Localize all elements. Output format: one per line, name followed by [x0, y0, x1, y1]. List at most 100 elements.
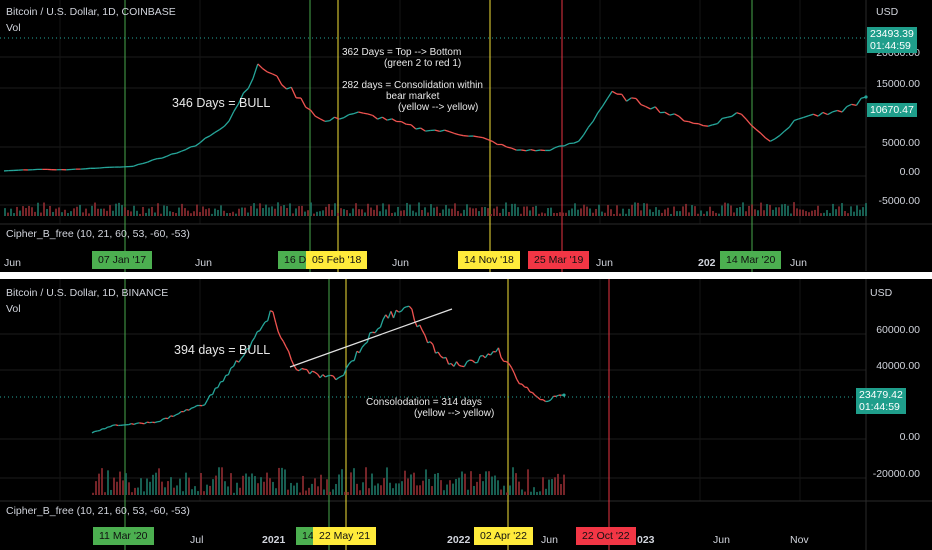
price-segment	[597, 105, 604, 114]
price-segment	[166, 153, 172, 157]
volume-bar	[425, 469, 427, 495]
price-segment	[765, 137, 771, 142]
price-segment	[286, 86, 292, 90]
volume-bar	[421, 209, 423, 216]
price-segment	[261, 321, 266, 327]
volume-bar	[316, 211, 318, 216]
price-segment	[195, 141, 201, 147]
volume-bar	[317, 486, 319, 495]
y-tick: 5000.00	[882, 137, 920, 149]
volume-bar	[835, 209, 837, 216]
bottom-chart-canvas[interactable]	[0, 279, 932, 550]
price-segment	[171, 152, 177, 155]
price-segment	[846, 103, 852, 108]
volume-bar	[293, 485, 295, 495]
volume-bar	[865, 203, 867, 216]
price-segment	[94, 430, 98, 433]
price-segment	[97, 429, 100, 432]
volume-bar	[496, 206, 498, 216]
price-segment	[532, 392, 536, 396]
price-segment	[162, 417, 166, 420]
volume-bar	[256, 208, 258, 216]
price-segment	[391, 118, 398, 123]
volume-bar	[536, 491, 538, 495]
price-segment	[348, 360, 353, 365]
volume-bar	[302, 475, 304, 495]
volume-bar	[361, 209, 363, 216]
volume-bar	[377, 483, 379, 495]
price-segment	[300, 97, 307, 108]
volume-bar	[838, 206, 840, 216]
price-segment	[395, 309, 400, 313]
price-segment	[444, 129, 450, 133]
top-chart-panel[interactable]: Bitcoin / U.S. Dollar, 1D, COINBASE Vol …	[0, 0, 932, 272]
price-segment	[343, 114, 350, 119]
volume-bar	[431, 486, 433, 495]
price-segment	[290, 359, 295, 366]
price-segment	[274, 321, 279, 332]
volume-bar	[530, 491, 532, 495]
price-segment	[372, 114, 378, 120]
top-chart-canvas[interactable]	[0, 0, 932, 272]
price-segment	[144, 421, 148, 425]
volume-bar	[494, 475, 496, 495]
volume-bar	[130, 211, 132, 216]
volume-bar	[563, 474, 565, 495]
volume-bar	[209, 485, 211, 495]
indicator-label[interactable]: Cipher_B_free (10, 21, 60, 53, -60, -53)	[6, 228, 190, 240]
date-badge-yellow: 22 May '21	[313, 527, 377, 545]
volume-bar	[532, 206, 534, 216]
volume-bar	[344, 491, 346, 495]
volume-bar	[502, 208, 504, 216]
volume-bar	[727, 203, 729, 216]
price-segment	[798, 116, 804, 120]
volume-bar	[199, 212, 201, 216]
volume-bar	[124, 207, 126, 216]
volume-bar	[467, 489, 469, 495]
price-segment	[440, 355, 444, 359]
volume-bar	[661, 212, 663, 216]
volume-bar	[131, 492, 133, 495]
x-tick: Nov	[790, 534, 809, 546]
volume-bar	[448, 208, 450, 216]
price-segment	[235, 360, 240, 363]
volume-bar	[488, 471, 490, 495]
price-segment	[330, 374, 334, 377]
indicator-label[interactable]: Cipher_B_free (10, 21, 60, 53, -60, -53)	[6, 505, 190, 517]
price-segment	[339, 116, 345, 120]
volume-bar	[356, 483, 358, 495]
volume-bar	[313, 213, 315, 216]
volume-bar	[817, 205, 819, 216]
volume-bar	[571, 208, 573, 216]
annotation-top-bottom-sub: (green 2 to red 1)	[384, 58, 462, 69]
price-segment	[212, 387, 216, 395]
volume-bar	[373, 209, 375, 216]
volume-bar	[310, 202, 312, 216]
volume-bar	[308, 487, 310, 495]
volume-bar	[311, 483, 313, 495]
price-segment	[602, 98, 608, 107]
volume-bar	[371, 473, 373, 495]
price-segment	[233, 360, 237, 367]
volume-bar	[113, 477, 115, 495]
volume-bar	[469, 207, 471, 216]
volume-bar	[94, 202, 96, 216]
price-segment	[312, 370, 316, 373]
volume-bar	[515, 473, 517, 495]
volume-bar	[433, 207, 435, 216]
volume-bar	[278, 467, 280, 495]
volume-bar	[721, 205, 723, 216]
volume-bar	[203, 491, 205, 495]
price-segment	[435, 351, 439, 354]
volume-bar	[388, 204, 390, 216]
price-segment	[669, 113, 675, 116]
volume-bar	[275, 488, 277, 495]
volume-bar	[304, 211, 306, 216]
price-segment	[233, 103, 240, 112]
price-segment	[281, 84, 287, 90]
volume-bar	[460, 213, 462, 216]
volume-bar	[353, 468, 355, 495]
price-segment	[110, 424, 114, 428]
volume-bar	[655, 207, 657, 216]
bottom-chart-panel[interactable]: Bitcoin / U.S. Dollar, 1D, BINANCE Vol U…	[0, 279, 932, 550]
